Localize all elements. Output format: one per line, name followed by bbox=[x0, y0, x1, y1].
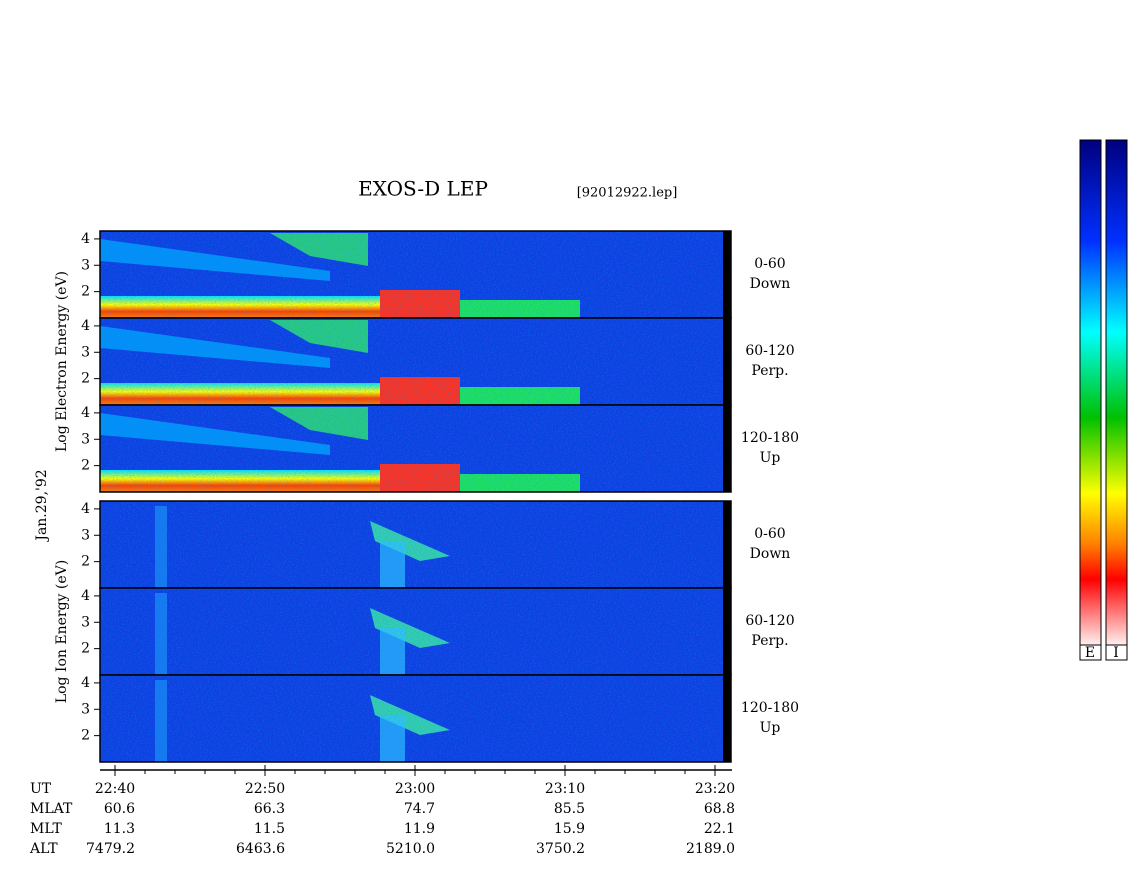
row-value: 22.1 bbox=[704, 821, 735, 837]
y-tick-label: 2 bbox=[81, 554, 90, 570]
x-tick-label: 23:00 bbox=[395, 781, 435, 797]
y-tick-label: 4 bbox=[81, 318, 90, 334]
panel-direction: Down bbox=[750, 546, 791, 562]
data-end bbox=[723, 501, 731, 588]
row-value: 15.9 bbox=[554, 821, 585, 837]
colorbar-label: E bbox=[1085, 645, 1095, 661]
y-tick-label: 4 bbox=[81, 588, 90, 604]
y-axis-label: Log Electron Energy (eV) bbox=[54, 271, 70, 452]
panel-angle: 0-60 bbox=[754, 256, 785, 272]
row-value: 7479.2 bbox=[86, 841, 135, 857]
subtitle: [92012922.lep] bbox=[577, 186, 678, 201]
data-end bbox=[723, 675, 731, 762]
row-label: MLAT bbox=[30, 801, 73, 817]
row-value: 2189.0 bbox=[686, 841, 735, 857]
panel-angle: 60-120 bbox=[745, 613, 794, 629]
row-value: 11.9 bbox=[404, 821, 435, 837]
data-end bbox=[723, 231, 731, 318]
spectrogram-noise bbox=[100, 405, 725, 492]
colorbar bbox=[1105, 139, 1128, 646]
x-tick-label: 22:40 bbox=[95, 781, 135, 797]
row-value: 11.3 bbox=[104, 821, 135, 837]
row-value: 6463.6 bbox=[236, 841, 285, 857]
y-tick-label: 2 bbox=[81, 641, 90, 657]
panel-direction: Perp. bbox=[751, 363, 788, 379]
row-label: ALT bbox=[29, 841, 58, 857]
y-tick-label: 4 bbox=[81, 501, 90, 517]
spectrogram-noise bbox=[100, 318, 725, 405]
x-tick-label: 22:50 bbox=[245, 781, 285, 797]
panel-angle: 120-180 bbox=[741, 700, 799, 716]
data-end bbox=[723, 405, 731, 492]
panel-direction: Perp. bbox=[751, 633, 788, 649]
colorbar bbox=[1079, 139, 1102, 646]
y-tick-label: 3 bbox=[81, 431, 90, 447]
row-value: 11.5 bbox=[254, 821, 285, 837]
row-value: 85.5 bbox=[554, 801, 585, 817]
row-value: 68.8 bbox=[704, 801, 735, 817]
y-tick-label: 2 bbox=[81, 728, 90, 744]
date-label: Jan.29,'92 bbox=[34, 469, 50, 542]
y-tick-label: 3 bbox=[81, 344, 90, 360]
colorbar-label-box bbox=[1079, 644, 1102, 661]
panel-direction: Down bbox=[750, 276, 791, 292]
data-end bbox=[723, 588, 731, 675]
y-tick-label: 4 bbox=[81, 675, 90, 691]
spectrogram-noise bbox=[100, 588, 725, 675]
y-tick-label: 4 bbox=[81, 405, 90, 421]
chart-title: EXOS-D LEP bbox=[358, 177, 488, 201]
y-tick-label: 3 bbox=[81, 614, 90, 630]
data-end bbox=[723, 318, 731, 405]
spectrogram-noise bbox=[100, 675, 725, 762]
y-tick-label: 2 bbox=[81, 284, 90, 300]
panel-angle: 120-180 bbox=[741, 430, 799, 446]
panel-angle: 60-120 bbox=[745, 343, 794, 359]
row-value: 74.7 bbox=[404, 801, 435, 817]
y-tick-label: 2 bbox=[81, 458, 90, 474]
y-tick-label: 3 bbox=[81, 257, 90, 273]
y-tick-label: 3 bbox=[81, 701, 90, 717]
colorbar-label: I bbox=[1113, 645, 1119, 661]
row-value: 5210.0 bbox=[386, 841, 435, 857]
row-value: 60.6 bbox=[104, 801, 135, 817]
row-label: MLT bbox=[30, 821, 62, 837]
panel-direction: Up bbox=[760, 720, 781, 736]
x-axis-label: UT bbox=[30, 781, 52, 797]
row-value: 3750.2 bbox=[536, 841, 585, 857]
x-tick-label: 23:10 bbox=[545, 781, 585, 797]
spectrogram-noise bbox=[100, 231, 725, 318]
y-axis-label: Log Ion Energy (eV) bbox=[54, 560, 70, 703]
y-tick-label: 3 bbox=[81, 527, 90, 543]
spectrogram-noise bbox=[100, 501, 725, 588]
y-tick-label: 2 bbox=[81, 371, 90, 387]
row-value: 66.3 bbox=[254, 801, 285, 817]
x-tick-label: 23:20 bbox=[695, 781, 735, 797]
y-tick-label: 4 bbox=[81, 231, 90, 247]
panel-direction: Up bbox=[760, 450, 781, 466]
panel-angle: 0-60 bbox=[754, 526, 785, 542]
colorbar-label-box bbox=[1105, 644, 1128, 661]
